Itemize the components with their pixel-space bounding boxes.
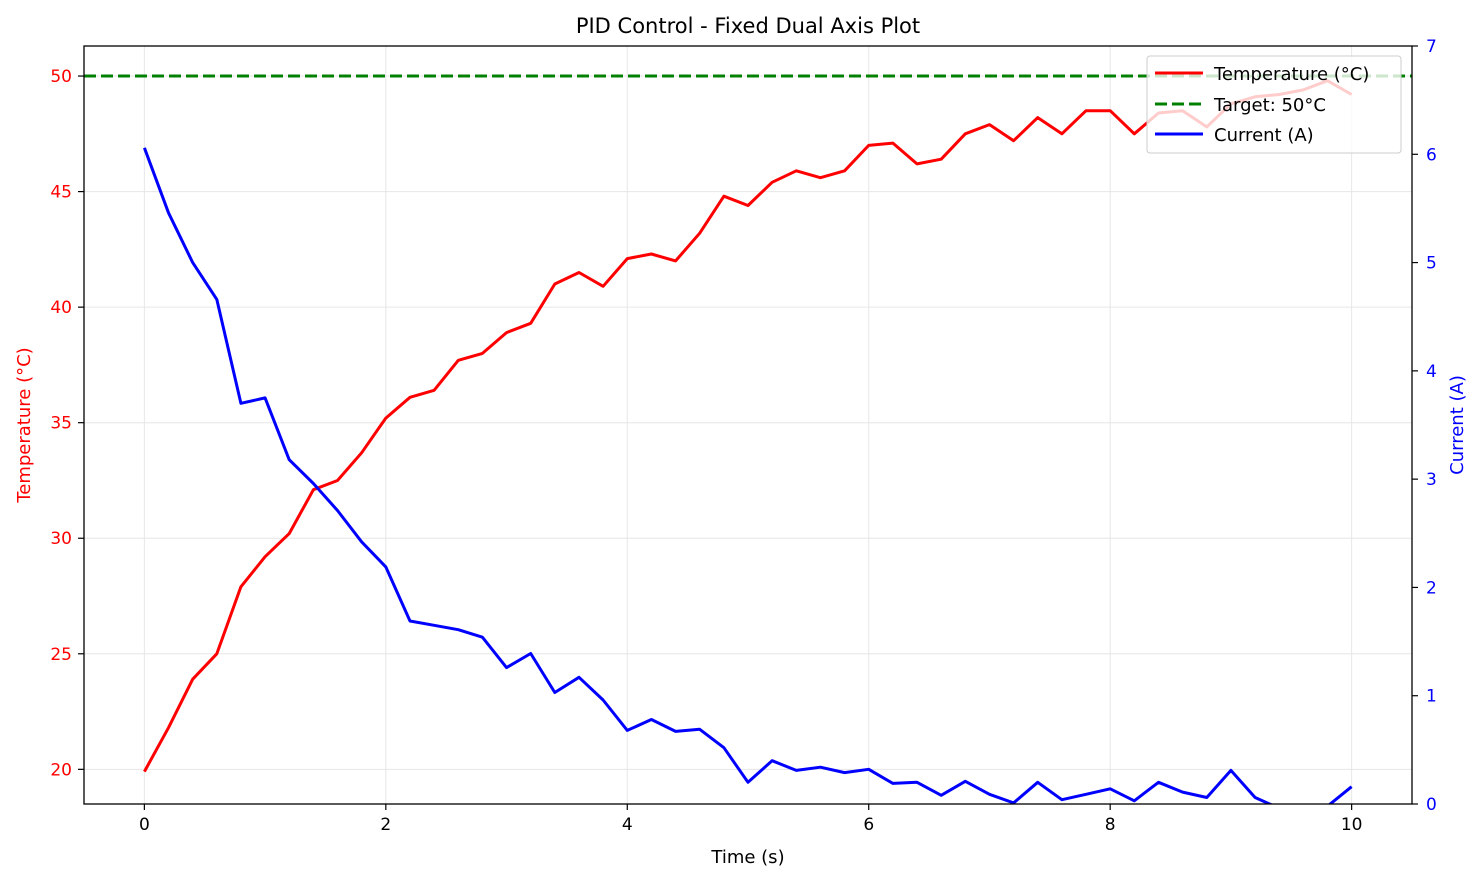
x-tick-label: 4: [622, 815, 633, 835]
x-tick-label: 10: [1341, 815, 1363, 835]
x-tick-label: 6: [863, 815, 874, 835]
y2-tick-label: 2: [1426, 578, 1437, 598]
y2-tick-label: 1: [1426, 687, 1437, 707]
legend-label-temperature: Temperature (°C): [1213, 64, 1369, 85]
y2-tick-label: 6: [1426, 145, 1437, 165]
legend-label-current: Current (A): [1214, 125, 1314, 146]
y2-axis-label: Current (A): [1447, 375, 1468, 475]
legend-label-target: Target: 50°C: [1213, 95, 1326, 116]
y-tick-label: 35: [50, 414, 72, 434]
x-tick-label: 2: [380, 815, 391, 835]
y2-tick-label: 3: [1426, 470, 1437, 490]
y-tick-label: 45: [50, 183, 72, 203]
y-axis-label: Temperature (°C): [14, 347, 35, 503]
x-tick-label: 0: [139, 815, 150, 835]
legend-box: [1146, 55, 1402, 154]
y-tick-label: 30: [50, 529, 72, 549]
y2-tick-label: 5: [1426, 254, 1437, 274]
y-tick-label: 25: [50, 645, 72, 665]
series-line-current: [142, 147, 1353, 804]
chart-title: PID Control - Fixed Dual Axis Plot: [576, 14, 920, 38]
x-tick-label: 8: [1105, 815, 1116, 835]
y-tick-label: 20: [50, 760, 72, 780]
y2-tick-label: 4: [1426, 362, 1437, 382]
x-axis-label: Time (s): [710, 847, 784, 868]
y-tick-label: 40: [50, 298, 72, 318]
grid: [84, 46, 1412, 804]
legend: Temperature (°C) Target: 50°C Current (A…: [1146, 55, 1402, 154]
y-tick-label: 50: [50, 67, 72, 87]
y2-tick-label: 7: [1426, 37, 1437, 57]
y2-tick-label: 0: [1426, 795, 1437, 815]
plot-frame: [83, 45, 1413, 805]
